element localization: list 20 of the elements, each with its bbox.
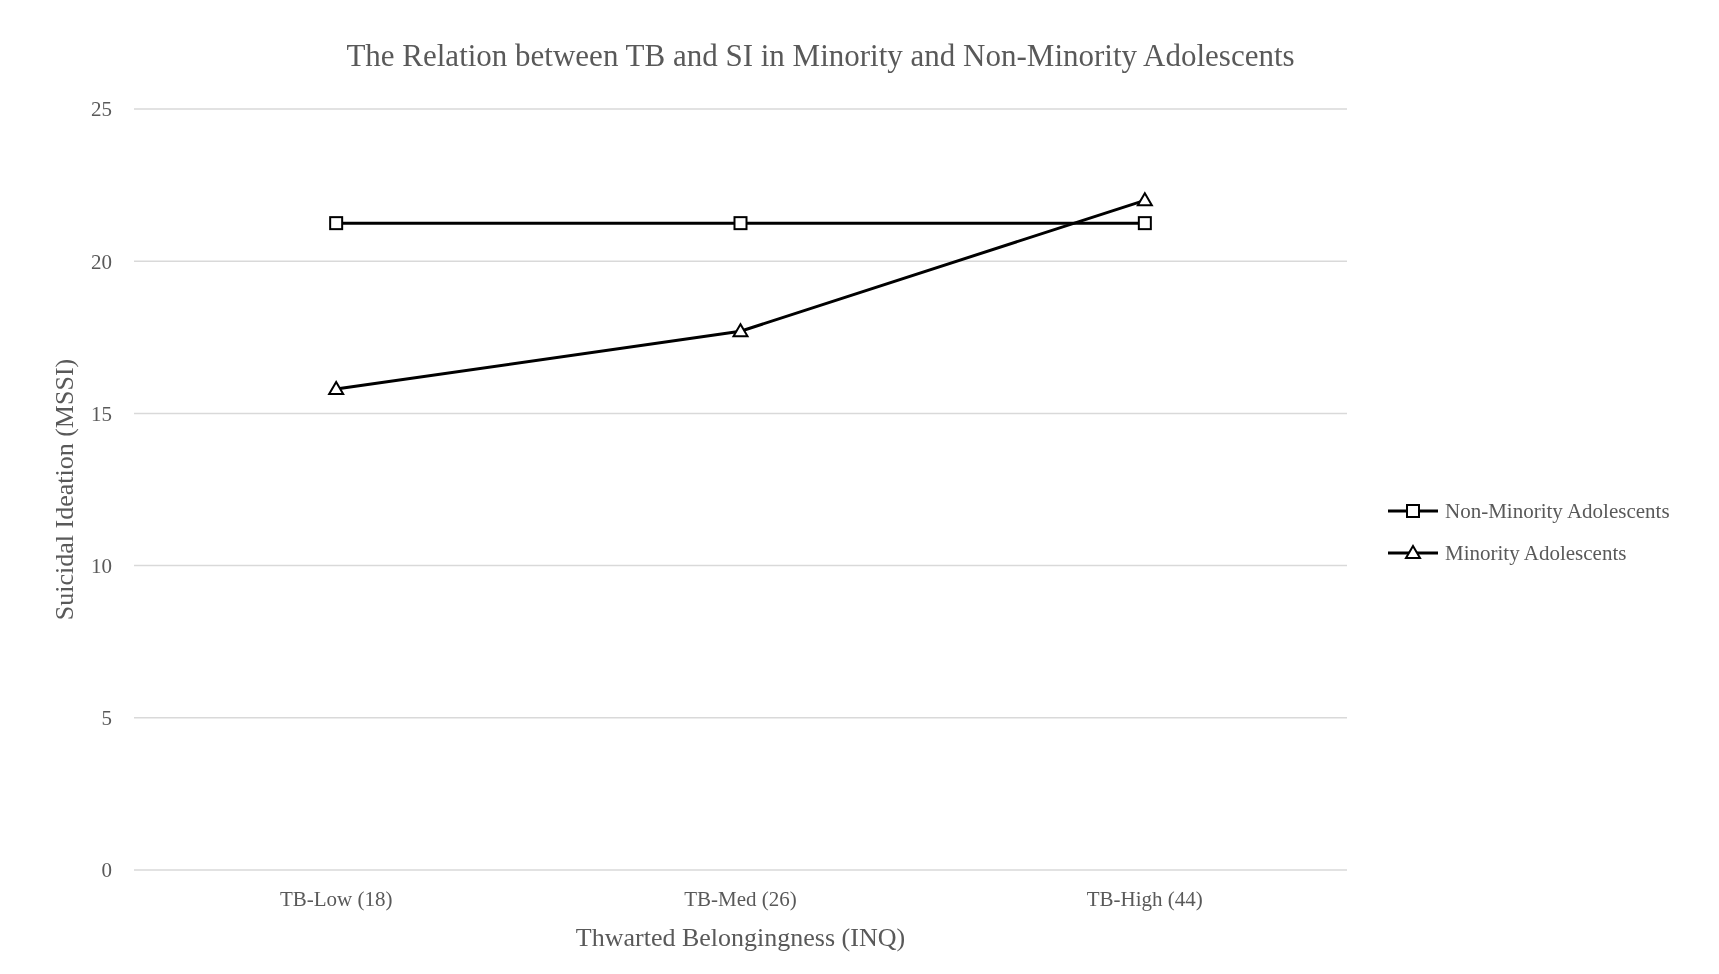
legend-label: Non-Minority Adolescents (1445, 499, 1670, 524)
y-tick-label: 5 (101, 706, 112, 731)
y-tick-label: 10 (91, 553, 112, 578)
y-tick-label: 25 (91, 97, 112, 122)
x-tick-label: TB-Med (26) (684, 887, 797, 911)
y-axis-title: Suicidal Ideation (MSSI) (50, 358, 79, 621)
point (329, 216, 344, 231)
x-tick-label: TB-Low (18) (279, 887, 393, 911)
chart-title: The Relation between TB and SI in Minority and Non-Minority Adolescents (346, 38, 1295, 73)
point (732, 323, 749, 338)
x-tick-label: TB-High (44) (1086, 887, 1203, 911)
y-tick-label: 15 (91, 401, 112, 426)
legend-label: Minority Adolescents (1445, 541, 1627, 566)
point (1137, 216, 1152, 231)
point (733, 216, 748, 231)
y-tick-label: 0 (101, 858, 112, 883)
point (328, 381, 345, 396)
point (1136, 192, 1153, 207)
y-tick-label: 20 (91, 249, 112, 274)
x-axis-title: Thwarted Belongingness (INQ) (575, 923, 906, 952)
